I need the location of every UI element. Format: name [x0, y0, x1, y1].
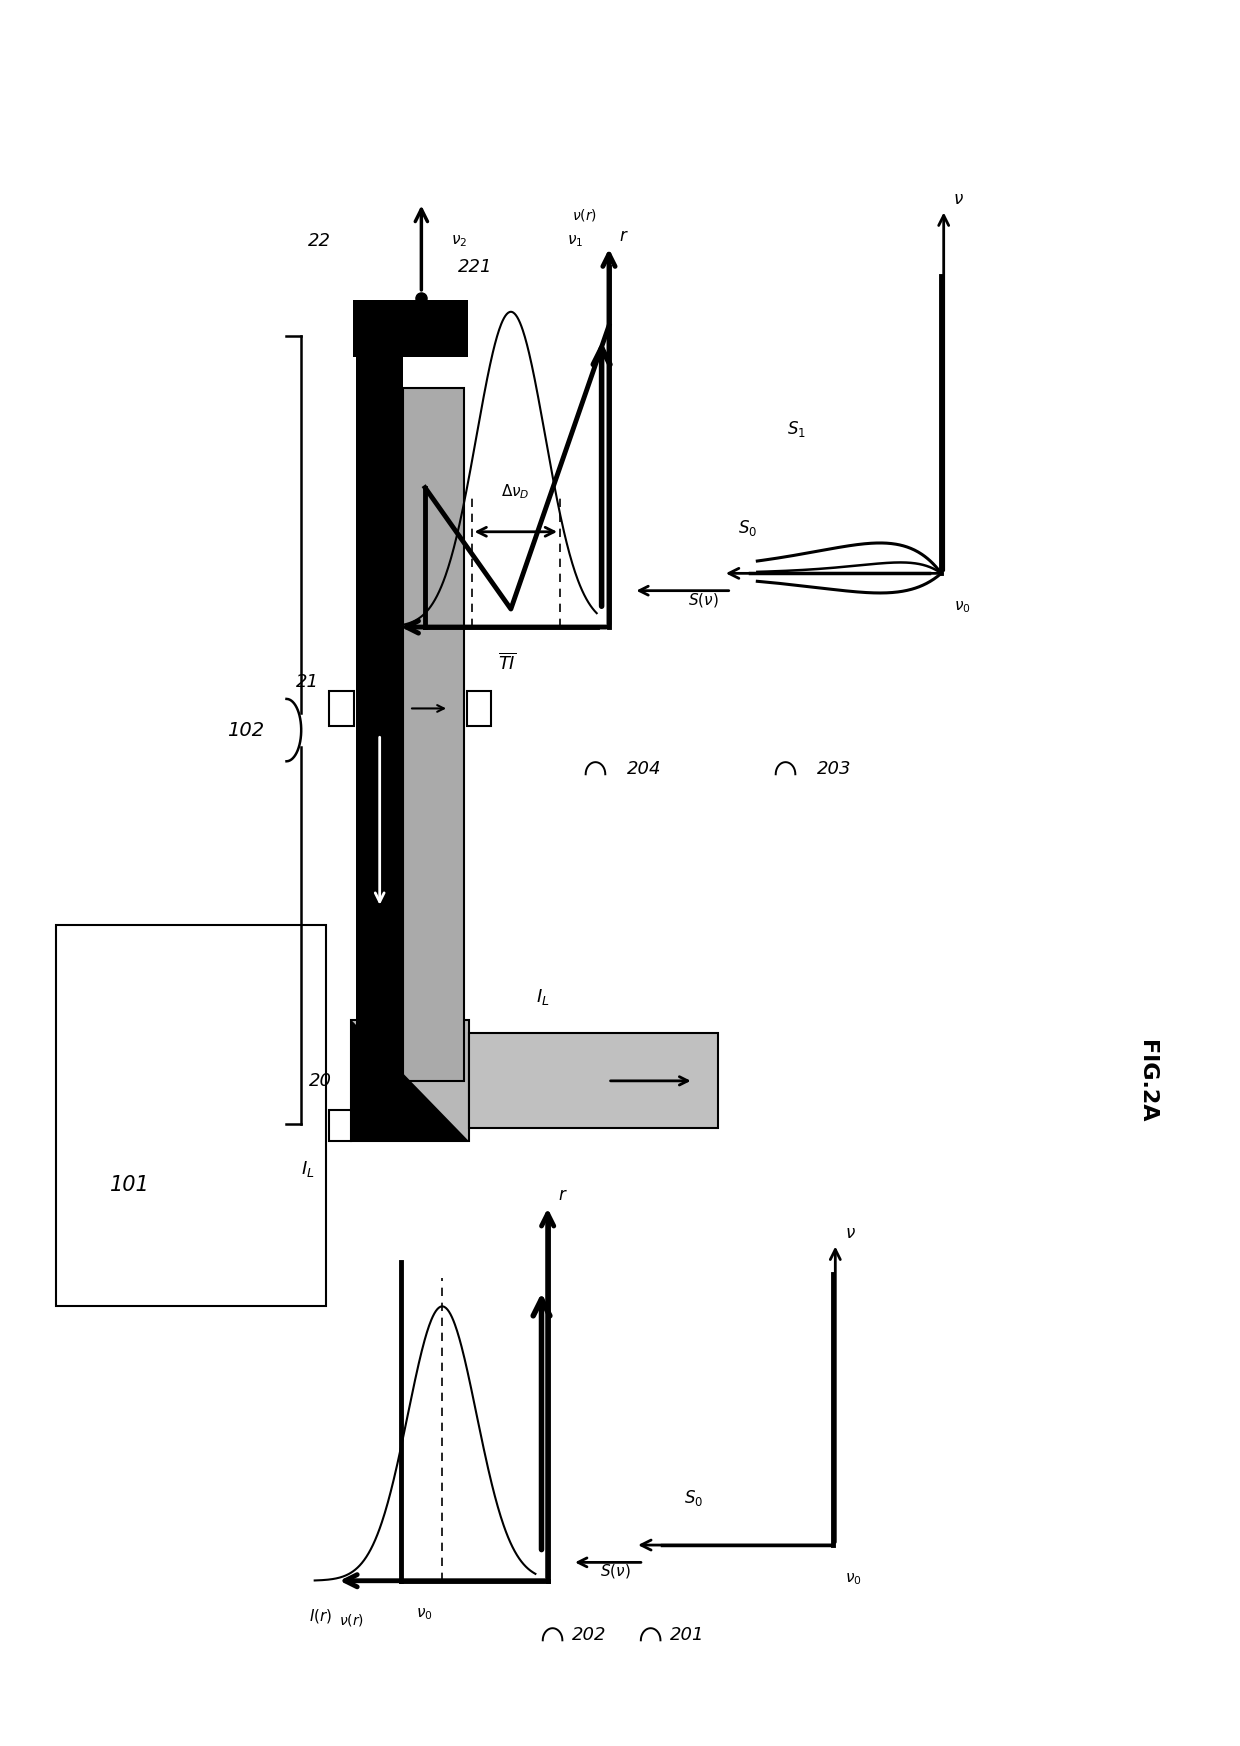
Text: 21: 21 [296, 674, 319, 691]
Bar [356, 320, 403, 1116]
Text: $S(\nu)$: $S(\nu)$ [600, 1563, 631, 1580]
Text: $\nu_2$: $\nu_2$ [451, 234, 467, 250]
Bar [56, 925, 326, 1306]
Bar [330, 1110, 351, 1142]
Text: 221: 221 [458, 258, 492, 276]
Bar [403, 388, 464, 1081]
Text: $\nu(r)$: $\nu(r)$ [370, 679, 394, 695]
Text: $\nu$: $\nu$ [954, 190, 963, 208]
Text: 203: 203 [817, 760, 852, 779]
Bar [351, 1020, 469, 1142]
Text: $S_0$: $S_0$ [738, 517, 758, 538]
Polygon shape [351, 1020, 469, 1142]
Text: 102: 102 [227, 721, 264, 740]
Text: $S(\nu)$: $S(\nu)$ [688, 590, 719, 609]
Text: 101: 101 [109, 1175, 150, 1194]
Text: $r$: $r$ [619, 227, 629, 244]
Text: $\nu_0$: $\nu_0$ [954, 599, 970, 615]
Text: $I(r)$: $I(r)$ [371, 653, 394, 670]
Text: $I_L$: $I_L$ [300, 1159, 314, 1179]
Text: $I_L$: $I_L$ [536, 986, 549, 1007]
Text: $S_1$: $S_1$ [787, 419, 806, 438]
Bar [352, 300, 467, 356]
Text: FIG.2A: FIG.2A [1137, 1039, 1157, 1123]
Text: $\nu$: $\nu$ [844, 1224, 856, 1243]
Text: $\nu(r)$: $\nu(r)$ [339, 1612, 365, 1627]
Text: 202: 202 [572, 1626, 606, 1645]
Text: 201: 201 [670, 1626, 704, 1645]
Text: $\nu_0$: $\nu_0$ [415, 1606, 433, 1622]
Text: $I(r)$: $I(r)$ [309, 1606, 332, 1626]
Text: $r$: $r$ [558, 1186, 567, 1205]
Text: $\Delta\nu_D$: $\Delta\nu_D$ [501, 482, 529, 501]
Text: $\nu_1$: $\nu_1$ [567, 234, 583, 250]
Text: 204: 204 [627, 760, 662, 779]
Bar [469, 1034, 718, 1128]
Bar [330, 691, 353, 726]
Text: $\nu_0$: $\nu_0$ [846, 1571, 862, 1587]
Text: 20: 20 [309, 1072, 332, 1090]
Text: $S_0$: $S_0$ [684, 1488, 703, 1509]
Text: $\overline{TI}$: $\overline{TI}$ [498, 653, 516, 674]
Text: $\nu(r)$: $\nu(r)$ [572, 208, 596, 223]
Bar [466, 691, 491, 726]
Text: 22: 22 [308, 232, 331, 250]
